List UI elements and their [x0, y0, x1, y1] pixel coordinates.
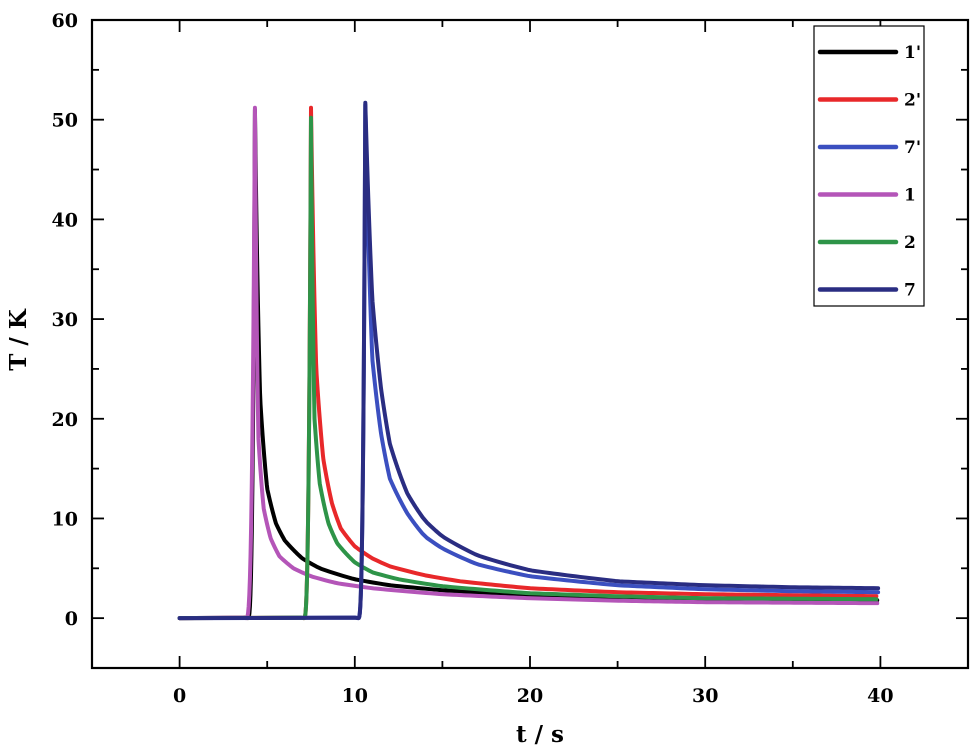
series-line-1 [177, 107, 880, 621]
legend-label: 7 [904, 281, 916, 301]
legend-label: 7' [904, 138, 921, 158]
y-tick-label: 20 [52, 409, 78, 431]
x-tick-label: 10 [342, 685, 368, 707]
legend-label: 2 [904, 233, 916, 253]
y-tick-label: 30 [52, 309, 78, 331]
y-tick-label: 10 [52, 508, 78, 530]
x-tick-label: 40 [867, 685, 893, 707]
x-axis-title: t / s [516, 721, 564, 748]
x-tick-label: 20 [517, 685, 543, 707]
y-tick-label: 50 [52, 110, 78, 132]
series-group [177, 100, 881, 621]
axis-ticks: 0 10 20 30 40 0 10 20 30 40 50 60 [52, 10, 968, 707]
legend-label: 1 [904, 186, 916, 206]
legend-label: 2' [904, 91, 921, 111]
series-line-2 [177, 105, 879, 621]
series-line-5 [177, 115, 879, 621]
y-axis-title: T / K [5, 308, 32, 371]
series-line-4 [177, 105, 880, 621]
legend-label: 1' [904, 43, 921, 63]
y-tick-label: 0 [65, 608, 78, 630]
y-tick-label: 60 [52, 10, 78, 32]
y-tick-label: 40 [52, 209, 78, 231]
legend: 1' 2' 7' 1 2 7 [813, 25, 925, 307]
x-tick-label: 0 [173, 685, 186, 707]
x-tick-label: 30 [692, 685, 718, 707]
legend-box [813, 25, 925, 307]
series-line-6 [177, 100, 881, 621]
series-line-3 [177, 102, 881, 621]
